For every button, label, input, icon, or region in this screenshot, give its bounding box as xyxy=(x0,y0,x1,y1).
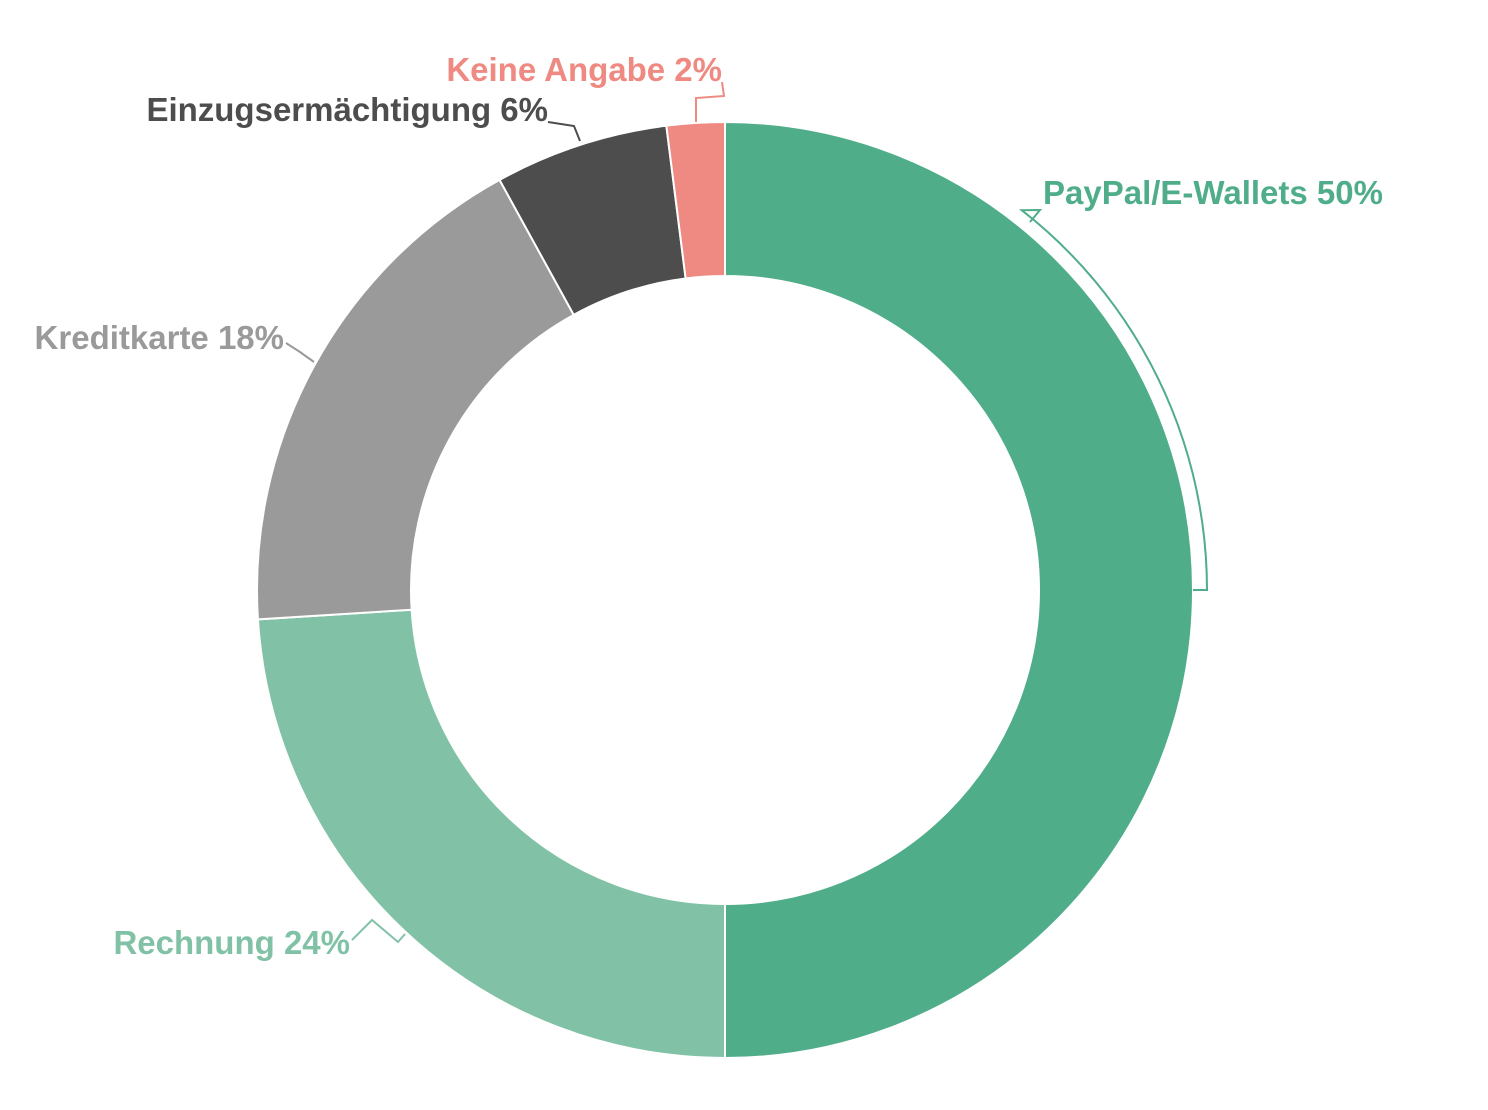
slice-rechnung xyxy=(256,608,726,1060)
labels-group: PayPal/E-Wallets 50% Rechnung 24% Kredit… xyxy=(35,51,1383,961)
data-label-einzugsermaechtigung: Einzugsermächtigung 6% xyxy=(146,91,548,128)
slice-paypal xyxy=(724,120,1194,1060)
leader-line-rechnung xyxy=(351,918,406,944)
data-label-paypal: PayPal/E-Wallets 50% xyxy=(1043,174,1383,211)
leader-line-einzugsermaechtigung xyxy=(547,121,581,142)
data-label-kreditkarte: Kreditkarte 18% xyxy=(35,319,284,356)
slices-group xyxy=(256,120,1194,1060)
slice-keine-angabe xyxy=(665,120,726,280)
slice-kreditkarte xyxy=(256,178,576,621)
leader-line-paypal xyxy=(1018,208,1209,591)
leader-line-kreditkarte xyxy=(285,342,315,363)
leader-lines-group xyxy=(285,81,1209,944)
data-label-keine-angabe: Keine Angabe 2% xyxy=(446,51,722,88)
leader-line-keine-angabe xyxy=(695,81,726,122)
data-label-rechnung: Rechnung 24% xyxy=(113,924,350,961)
